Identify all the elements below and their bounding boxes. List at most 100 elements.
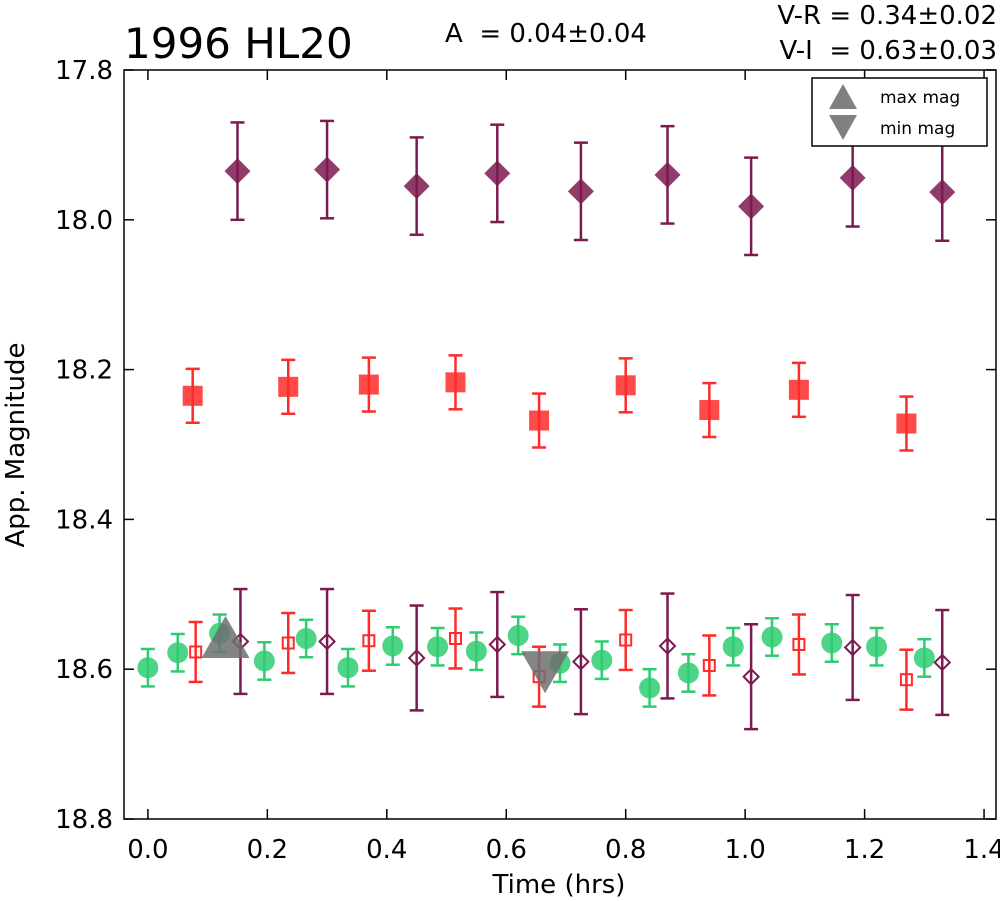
square-point (182, 385, 203, 406)
diamond-point (658, 637, 677, 655)
diamond-point (933, 653, 952, 672)
x-tick-label: 0.4 (366, 835, 407, 865)
error-bar (899, 648, 914, 711)
square-point (445, 372, 466, 393)
square-point (619, 633, 633, 647)
x-tick-label: 1.4 (963, 835, 1000, 865)
error-bar (573, 608, 588, 716)
x-tick-label: 0.2 (247, 835, 288, 865)
diamond-point (654, 161, 681, 188)
diamond-point (484, 160, 511, 187)
error-bar (490, 590, 505, 699)
square-point (529, 410, 550, 431)
circle-point (677, 662, 699, 684)
amplitude-annotation: A = 0.04±0.04 (445, 19, 647, 49)
square-point (788, 379, 809, 400)
error-bar (320, 587, 335, 696)
circle-point (427, 636, 449, 658)
diamond-point (929, 179, 956, 206)
diamond-point (318, 632, 336, 651)
max-mag-legend-marker (829, 84, 857, 109)
v-i-annotation: V-I = 0.63±0.03 (780, 36, 997, 66)
error-bar (618, 608, 633, 672)
error-bar (361, 609, 376, 672)
legend: max mag min mag (811, 77, 988, 147)
y-tick-label: 18.4 (55, 505, 113, 535)
x-axis-label: Time (hrs) (492, 870, 626, 900)
circle-point (866, 636, 888, 658)
diamond-point (314, 156, 341, 183)
legend-label-max-mag: max mag (880, 88, 960, 108)
circle-point (382, 635, 404, 657)
diamond-point (567, 178, 594, 205)
error-bar (744, 623, 759, 731)
min-mag-marker (521, 651, 570, 694)
error-bar (233, 587, 248, 696)
x-tick-label: 1.2 (844, 835, 885, 865)
min-mag-legend-marker (829, 115, 857, 140)
square-point (615, 375, 636, 396)
square-point (699, 400, 720, 421)
circle-point (507, 624, 529, 646)
error-bar (702, 634, 717, 697)
y-tick-label: 18.2 (55, 356, 113, 386)
series-4 (231, 587, 952, 731)
y-tick-label: 18.8 (55, 805, 113, 835)
diamond-point (742, 667, 761, 686)
y-tick-label: 17.8 (55, 56, 113, 86)
x-tick-label: 0.8 (605, 835, 646, 865)
square-point (281, 636, 295, 650)
diamond-point (224, 158, 251, 185)
circle-point (591, 649, 613, 671)
x-tick-label: 0.6 (486, 835, 527, 865)
error-bar (660, 592, 675, 700)
legend-label-min-mag: min mag (880, 119, 955, 139)
x-tick-label: 1.0 (724, 835, 765, 865)
square-point (358, 374, 379, 395)
error-bar (791, 613, 806, 676)
circle-point (761, 626, 783, 648)
y-tick-label: 18.0 (55, 206, 113, 236)
v-r-annotation: V-R = 0.34±0.02 (777, 1, 997, 31)
square-point (702, 658, 716, 672)
circle-point (821, 632, 843, 654)
circle-point (465, 640, 487, 662)
series-1 (182, 354, 917, 452)
circle-point (137, 657, 159, 679)
series-0 (224, 119, 956, 257)
diamond-point (488, 635, 507, 654)
y-tick-label: 18.6 (55, 655, 113, 685)
square-point (896, 413, 917, 434)
square-point (278, 376, 299, 397)
circle-point (722, 636, 744, 658)
diamond-point (738, 193, 765, 220)
max-mag-marker (201, 615, 250, 658)
circle-point (167, 642, 189, 664)
axis-ticks: 0.0 0.2 0.4 0.6 0.8 1.0 1.2 1.4 17.8 18.0 18.2 18.4… (55, 56, 1000, 865)
error-bar (448, 607, 463, 670)
square-point (362, 634, 376, 648)
diamond-point (839, 164, 866, 191)
circle-point (295, 627, 317, 649)
diamond-point (403, 173, 430, 200)
chart-title: 1996 HL20 (124, 19, 353, 68)
diamond-point (843, 638, 862, 657)
error-bar (409, 604, 424, 712)
circle-point (337, 657, 359, 679)
circle-point (639, 677, 661, 699)
x-tick-label: 0.0 (127, 835, 168, 865)
plot-marks (137, 119, 956, 731)
error-bar (845, 593, 860, 702)
diamond-point (571, 652, 590, 671)
square-point (792, 637, 806, 651)
square-point (448, 631, 462, 645)
error-bar (935, 608, 950, 717)
error-bar (188, 620, 203, 684)
circle-point (253, 650, 275, 672)
error-bar (281, 611, 296, 675)
square-point (899, 673, 913, 687)
square-point (189, 645, 203, 659)
plot-frame (123, 69, 997, 820)
diamond-point (407, 649, 426, 667)
